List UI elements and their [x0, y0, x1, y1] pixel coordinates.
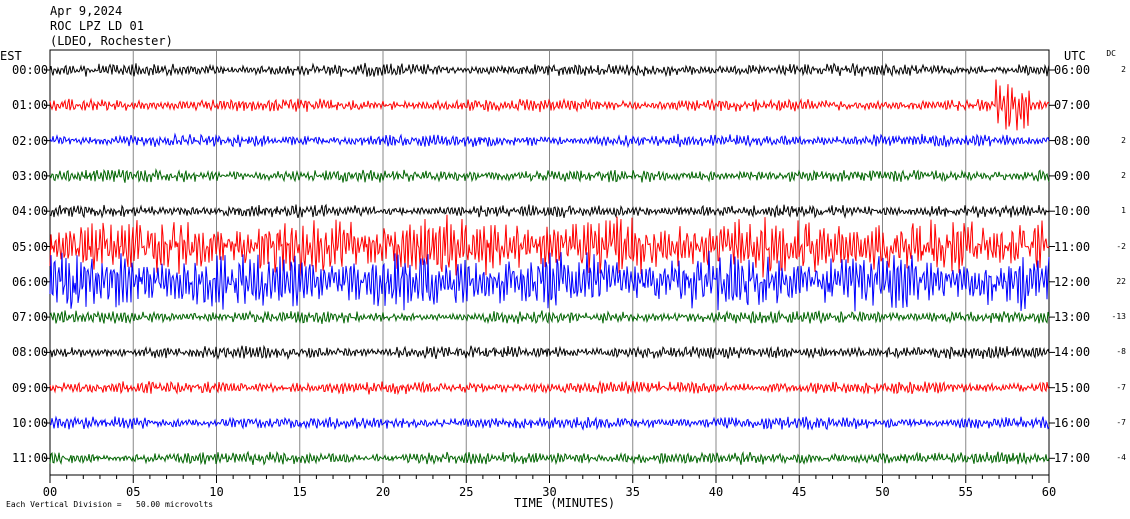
dc-value: 2 [1121, 170, 1126, 180]
x-tick-label-10: 10 [209, 485, 223, 499]
x-tick-label-30: 30 [542, 485, 556, 499]
trace-0600 [49, 250, 1050, 312]
est-label: 04:00 [12, 204, 49, 219]
left-axis-title: EST [0, 49, 22, 63]
dc-value: -4 [1116, 453, 1126, 463]
footer-note: Each Vertical Division = 50.00 microvolt… [6, 500, 214, 509]
x-tick-label-05: 05 [126, 485, 140, 499]
utc-label: 13:00 [1054, 310, 1091, 325]
utc-label: 15:00 [1054, 380, 1091, 395]
utc-label: 06:00 [1054, 63, 1091, 77]
trace-0500 [49, 214, 1050, 278]
utc-label: 14:00 [1054, 345, 1091, 360]
est-label: 03:00 [12, 168, 49, 183]
trace-0800 [49, 344, 1050, 361]
trace-1000 [49, 415, 1050, 431]
x-tick-label-45: 45 [792, 485, 806, 499]
x-tick-label-25: 25 [459, 485, 473, 499]
x-tick-label-00: 00 [43, 485, 57, 499]
trace-0300 [49, 167, 1050, 183]
x-tick-label-50: 50 [875, 485, 889, 499]
trace-1100 [49, 450, 1050, 466]
x-tick-label-55: 55 [959, 485, 973, 499]
x-tick-label-60: 60 [1042, 485, 1056, 499]
utc-label: 09:00 [1054, 168, 1091, 183]
dc-value: 1 [1121, 206, 1126, 216]
est-label: 08:00 [12, 345, 49, 360]
x-tick-label-40: 40 [709, 485, 723, 499]
utc-label: 07:00 [1054, 98, 1091, 113]
est-label: 10:00 [12, 416, 49, 430]
dc-title: DC [1106, 49, 1116, 58]
x-axis-label: TIME (MINUTES) [514, 496, 616, 510]
x-tick-label-15: 15 [293, 485, 307, 499]
utc-label: 16:00 [1054, 416, 1091, 430]
utc-label: 17:00 [1054, 451, 1091, 466]
est-label: 06:00 [12, 274, 49, 289]
trace-0100 [49, 79, 1050, 131]
trace-0400 [49, 203, 1050, 219]
trace-0700 [49, 309, 1050, 325]
dc-value: -7 [1116, 382, 1126, 392]
dc-value: 2 [1121, 65, 1126, 74]
dc-value: -13 [1111, 312, 1126, 322]
dc-value: -8 [1116, 347, 1126, 357]
est-label: 07:00 [12, 310, 49, 325]
header-network: (LDEO, Rochester) [50, 34, 173, 48]
header-date: Apr 9,2024 [50, 4, 123, 18]
x-tick-label-20: 20 [376, 485, 390, 499]
dc-value: 2 [1121, 135, 1126, 145]
trace-0000 [49, 62, 1050, 78]
est-label: 02:00 [12, 133, 49, 148]
dc-value: -7 [1116, 418, 1126, 427]
x-tick-label-35: 35 [626, 485, 640, 499]
utc-label: 08:00 [1054, 133, 1091, 148]
est-label: 01:00 [12, 98, 49, 113]
trace-0200 [49, 132, 1050, 149]
est-label: 09:00 [12, 380, 49, 395]
trace-0900 [49, 380, 1050, 396]
utc-label: 11:00 [1054, 239, 1091, 254]
est-label: 05:00 [12, 239, 49, 254]
utc-label: 12:00 [1054, 274, 1091, 289]
dc-value: 22 [1116, 276, 1126, 286]
utc-label: 10:00 [1054, 204, 1091, 219]
est-label: 11:00 [12, 451, 49, 466]
right-axis-title: UTC [1064, 49, 1086, 63]
header-station: ROC LPZ LD 01 [50, 19, 144, 33]
dc-value: -2 [1116, 241, 1126, 251]
est-label: 00:00 [12, 63, 49, 77]
